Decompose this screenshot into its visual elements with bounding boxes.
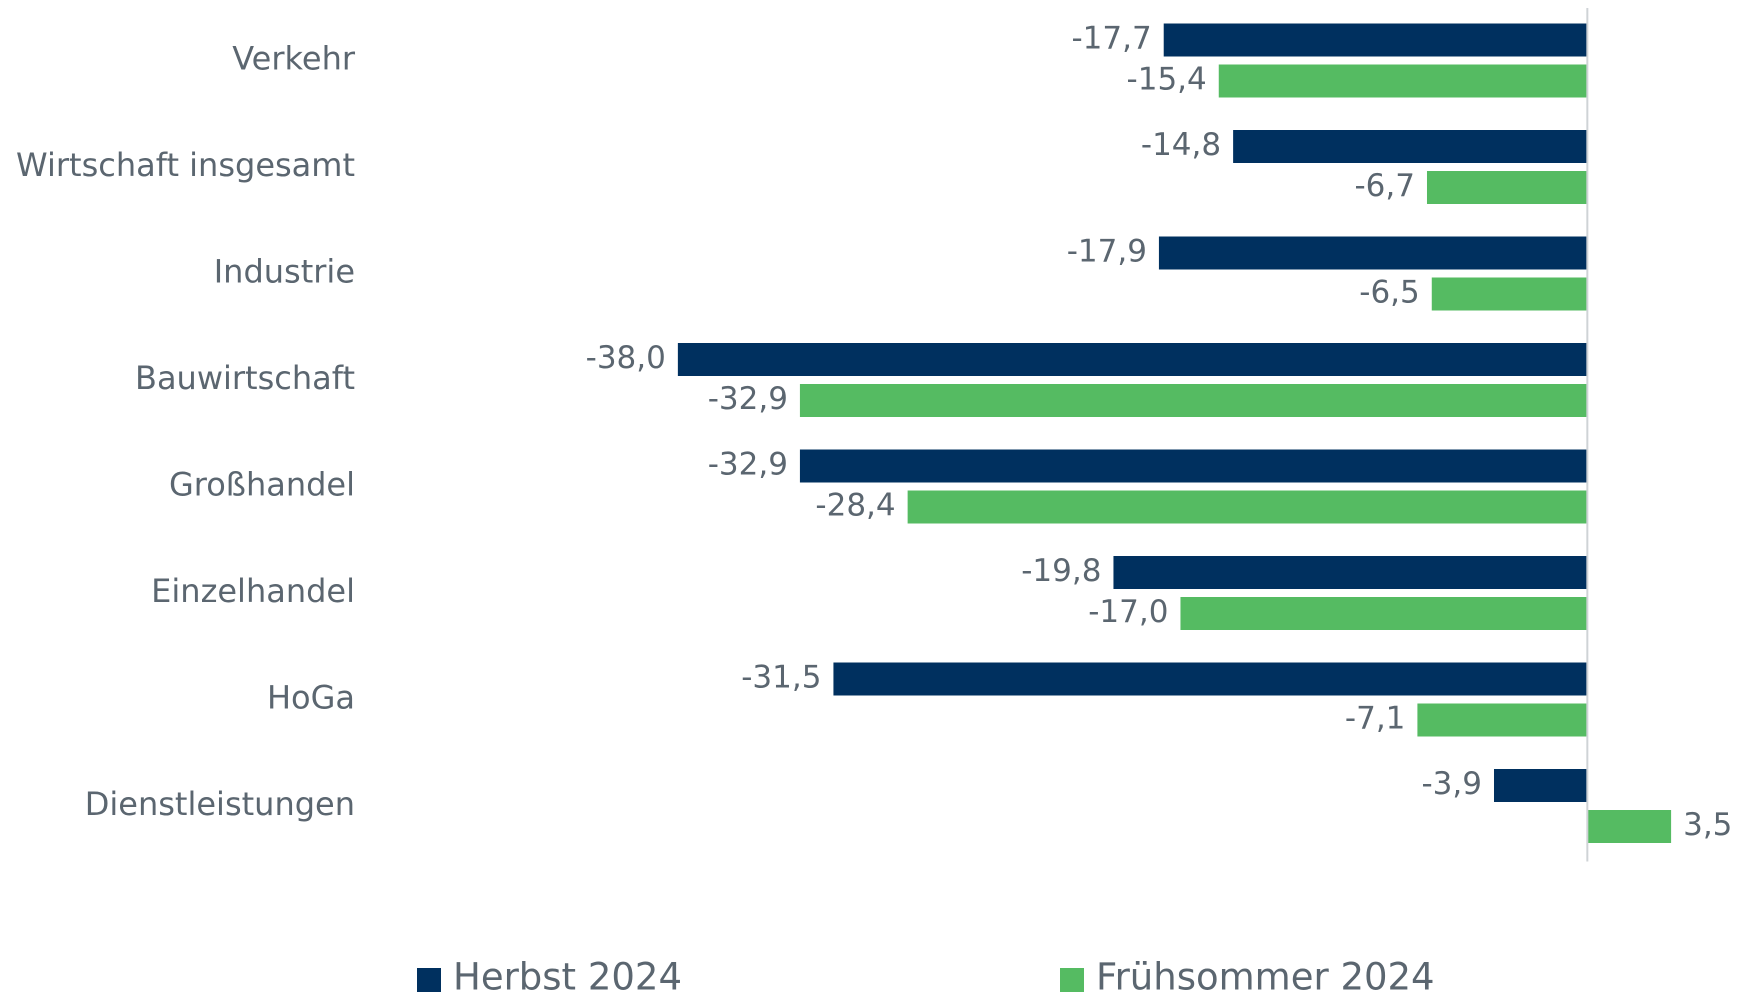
legend-swatch bbox=[1060, 968, 1084, 992]
category-label: Wirtschaft insgesamt bbox=[16, 146, 355, 184]
bar bbox=[1587, 810, 1672, 843]
value-label: -38,0 bbox=[586, 340, 666, 376]
category-label: Einzelhandel bbox=[151, 572, 355, 610]
legend-label: Herbst 2024 bbox=[453, 956, 682, 997]
category-label: Großhandel bbox=[169, 466, 355, 504]
value-label: -14,8 bbox=[1141, 127, 1221, 163]
bar bbox=[1163, 23, 1588, 57]
value-label: -15,4 bbox=[1127, 62, 1207, 98]
bar bbox=[1431, 277, 1588, 311]
bar bbox=[799, 449, 1588, 483]
bar bbox=[1233, 130, 1588, 163]
legend-label: Frühsommer 2024 bbox=[1096, 956, 1435, 997]
value-label: -7,1 bbox=[1345, 701, 1406, 737]
category-label: Bauwirtschaft bbox=[135, 359, 355, 397]
bar bbox=[1493, 769, 1588, 802]
bar bbox=[1218, 64, 1588, 98]
bar bbox=[907, 490, 1588, 524]
value-label: 3,5 bbox=[1683, 807, 1732, 843]
category-label: HoGa bbox=[267, 679, 355, 717]
category-label: Industrie bbox=[214, 253, 355, 291]
value-label: -6,5 bbox=[1359, 275, 1420, 311]
value-label: -17,0 bbox=[1088, 594, 1168, 630]
category-label: Verkehr bbox=[232, 40, 356, 78]
bar bbox=[833, 662, 1588, 696]
legend-swatch bbox=[417, 968, 441, 992]
value-label: -19,8 bbox=[1021, 553, 1101, 589]
value-label: -32,9 bbox=[708, 381, 788, 417]
category-label: Dienstleistungen bbox=[85, 785, 355, 823]
bar bbox=[1113, 556, 1588, 589]
value-label: -17,7 bbox=[1071, 21, 1151, 57]
value-label: -32,9 bbox=[708, 447, 788, 483]
bar bbox=[1180, 597, 1588, 630]
value-label: -31,5 bbox=[741, 660, 821, 696]
bar bbox=[1158, 236, 1588, 270]
bar bbox=[677, 343, 1588, 376]
bar bbox=[1417, 703, 1588, 737]
value-label: -28,4 bbox=[815, 488, 895, 524]
value-label: -3,9 bbox=[1421, 766, 1482, 802]
value-label: -6,7 bbox=[1354, 168, 1415, 204]
bar bbox=[1426, 171, 1588, 204]
value-label: -17,9 bbox=[1067, 234, 1147, 270]
bar bbox=[799, 384, 1588, 417]
